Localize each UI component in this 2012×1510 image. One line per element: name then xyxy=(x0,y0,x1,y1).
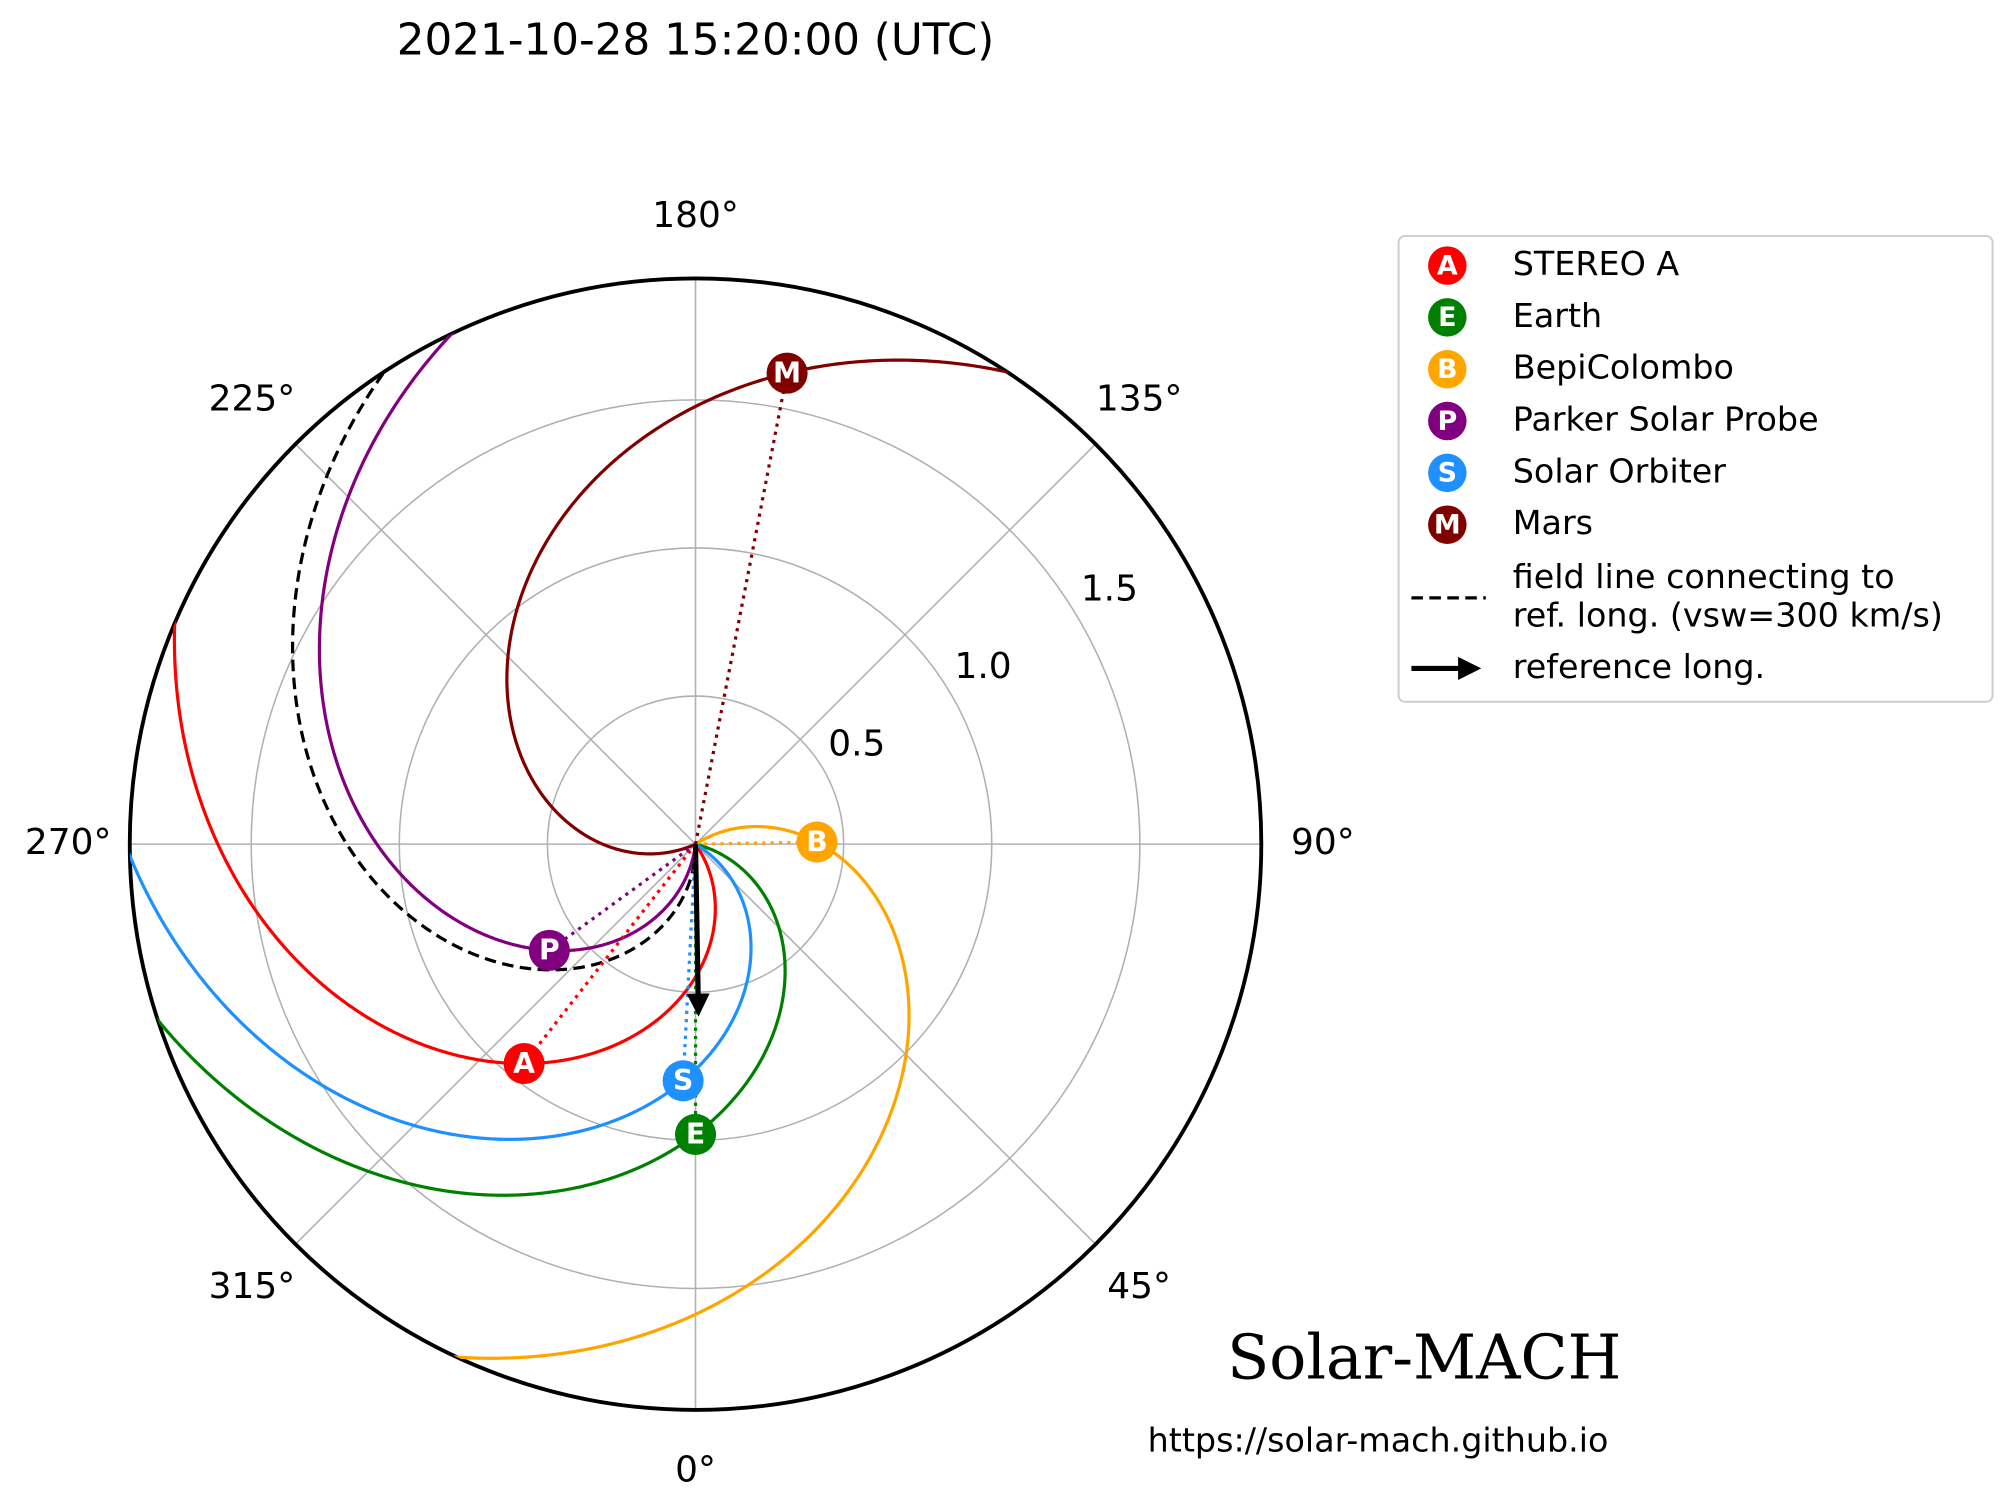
body-letter: M xyxy=(773,356,801,389)
legend-label: field line connecting to xyxy=(1513,557,1895,596)
angle-tick-label: 135° xyxy=(1096,379,1183,420)
body-marker xyxy=(528,929,570,971)
legend-box xyxy=(1397,235,1994,703)
legend-label: Mars xyxy=(1513,503,1593,542)
body-marker xyxy=(766,352,808,394)
body-marker xyxy=(503,1043,545,1085)
body-letter: S xyxy=(673,1064,693,1097)
field-line xyxy=(129,826,753,1141)
legend: A STEREO A E Earth B BepiColombo P Parker Solar… xyxy=(1411,244,1943,686)
legend-letter: S xyxy=(1438,458,1457,489)
outer-circle xyxy=(127,276,1264,1412)
legend-letter: M xyxy=(1434,509,1461,540)
grid-spoke xyxy=(694,443,1097,845)
angle-tick-label: 315° xyxy=(209,1266,296,1307)
field-line xyxy=(505,358,1039,856)
r-tick-label: 0.5 xyxy=(828,723,885,764)
body-marker xyxy=(675,1113,717,1155)
body-marker xyxy=(796,821,838,863)
reference-field-line xyxy=(290,345,698,972)
watermark: Solar-MACH xyxy=(1227,1322,1621,1394)
angle-tick-label: 0° xyxy=(675,1450,716,1491)
legend-marker xyxy=(1428,349,1467,389)
legend-marker xyxy=(1428,505,1467,544)
chart-title: 2021-10-28 15:20:00 (UTC) xyxy=(397,15,995,65)
angle-tick-label: 270° xyxy=(25,822,112,863)
radial-line xyxy=(681,844,698,1081)
legend-marker xyxy=(1428,246,1467,285)
legend-marker xyxy=(1428,453,1467,493)
body-letter: B xyxy=(806,825,828,858)
field-line xyxy=(425,824,911,1360)
body-letter: A xyxy=(513,1047,535,1080)
legend-label: reference long. xyxy=(1513,647,1765,686)
angle-tick-label: 225° xyxy=(209,379,296,420)
body-letter: P xyxy=(539,934,560,967)
grid-spoke xyxy=(694,843,1097,1245)
angle-tick-label: 45° xyxy=(1107,1266,1171,1307)
legend-label: ref. long. (vsw=300 km/s) xyxy=(1513,596,1943,635)
legend-label: STEREO A xyxy=(1513,244,1680,283)
legend-marker xyxy=(1428,298,1467,337)
legend-label: Earth xyxy=(1513,296,1602,335)
legend-label: Parker Solar Probe xyxy=(1513,400,1819,439)
grid: 0.5 1.0 1.5 0° 45° 90° 135° 180° 225° 270° 315° xyxy=(25,195,1355,1491)
legend-letter: P xyxy=(1437,406,1457,437)
radial-line xyxy=(693,372,789,845)
legend-marker xyxy=(1428,401,1467,441)
r-tick-label: 1.0 xyxy=(955,646,1012,687)
grid-spoke xyxy=(294,443,697,845)
legend-letter: A xyxy=(1437,250,1458,281)
angle-tick-label: 90° xyxy=(1291,822,1355,863)
url: https://solar-mach.github.io xyxy=(1148,1421,1609,1460)
body-letter: E xyxy=(686,1118,705,1151)
legend-label: Solar Orbiter xyxy=(1513,451,1727,490)
field-line xyxy=(317,310,698,953)
grid-spoke xyxy=(294,843,697,1245)
body-marker xyxy=(662,1060,704,1102)
legend-letter: B xyxy=(1437,354,1458,385)
reference-arrow xyxy=(686,844,710,1017)
r-tick-label: 1.5 xyxy=(1081,569,1138,610)
legend-letter: E xyxy=(1438,302,1456,333)
angle-tick-label: 180° xyxy=(652,195,739,236)
radial-line xyxy=(548,842,697,952)
field-line xyxy=(172,591,717,1066)
legend-label: BepiColombo xyxy=(1513,348,1734,387)
bodies: A E B P S M xyxy=(503,352,838,1155)
